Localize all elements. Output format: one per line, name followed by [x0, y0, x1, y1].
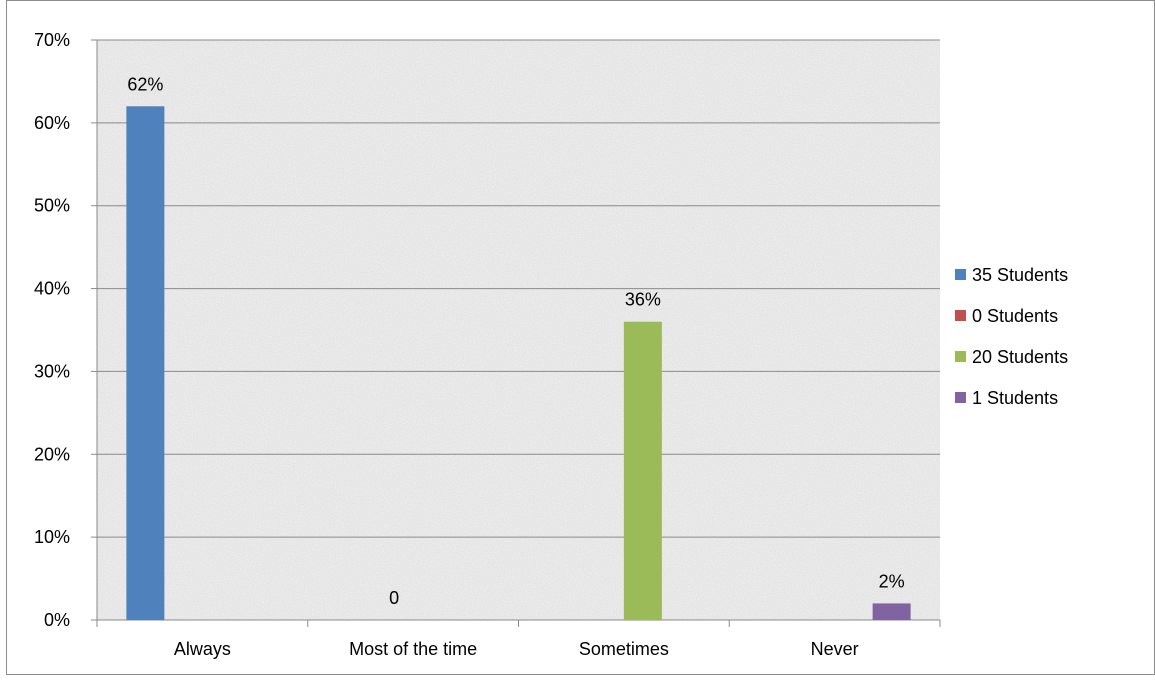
bar-sometimes: [623, 321, 662, 620]
plot-texture: [97, 40, 940, 620]
data-labels: 62% 0 36% 2%: [127, 74, 904, 608]
y-tick-label: 70%: [34, 30, 70, 50]
legend-label: 1 Students: [972, 388, 1058, 408]
legend-swatch: [955, 392, 966, 403]
data-label: 2%: [879, 571, 905, 591]
x-tick-label: Always: [174, 639, 231, 659]
bar-always: [126, 106, 165, 621]
legend-label: 0 Students: [972, 306, 1058, 326]
bars: [126, 106, 911, 621]
y-tick-label: 50%: [34, 196, 70, 216]
legend-swatch: [955, 269, 966, 280]
data-label: 0: [389, 588, 399, 608]
y-tick-label: 10%: [34, 527, 70, 547]
legend-swatch: [955, 310, 966, 321]
legend: 35 Students 0 Students 20 Students 1 Studen…: [955, 265, 1068, 408]
axes: 0% 10% 20% 30% 40% 50% 60% 70% Always Most of the…: [34, 30, 941, 659]
x-tick-label: Never: [811, 639, 859, 659]
y-tick-label: 30%: [34, 361, 70, 381]
gridlines: [97, 39, 940, 538]
y-tick-label: 20%: [34, 444, 70, 464]
bar-never: [872, 603, 911, 620]
legend-label: 20 Students: [972, 347, 1068, 367]
data-label: 36%: [625, 290, 661, 310]
y-tick-label: 60%: [34, 113, 70, 133]
x-tick-label: Most of the time: [349, 639, 477, 659]
y-tick-label: 40%: [34, 279, 70, 299]
legend-label: 35 Students: [972, 265, 1068, 285]
data-label: 62%: [127, 74, 163, 94]
y-tick-label: 0%: [44, 610, 70, 630]
legend-swatch: [955, 351, 966, 362]
x-tick-label: Sometimes: [579, 639, 669, 659]
plot-area: [97, 40, 940, 620]
